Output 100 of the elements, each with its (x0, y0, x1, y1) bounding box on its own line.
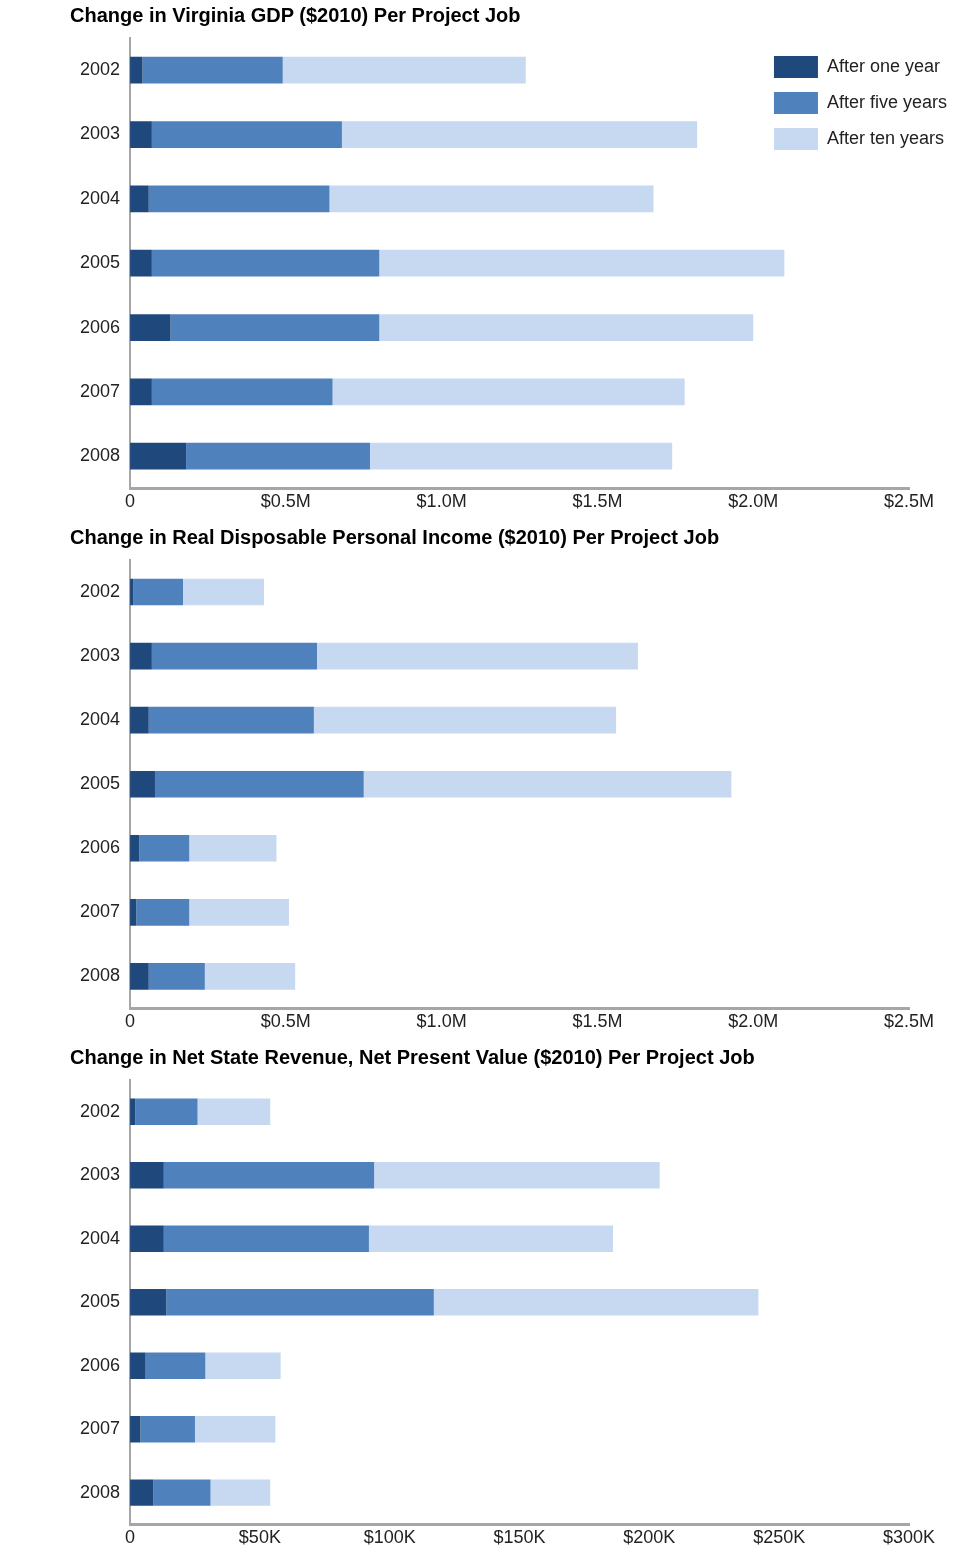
y-tick-label: 2002 (80, 581, 121, 601)
chart-title: Change in Virginia GDP ($2010) Per Project Job (70, 3, 521, 26)
legend-label: After ten years (826, 127, 945, 148)
bar (130, 706, 149, 734)
bar (316, 642, 638, 670)
bar (130, 770, 155, 798)
y-tick-label: 2003 (80, 1164, 121, 1185)
x-tick-label: $0.5M (260, 491, 311, 512)
bar (374, 1162, 660, 1189)
bar (130, 185, 149, 213)
y-tick-label: 2008 (80, 965, 121, 986)
y-tick-label: 2006 (80, 837, 121, 858)
bar (151, 378, 333, 406)
y-tick-label: 2007 (80, 901, 121, 922)
bar (210, 1479, 271, 1506)
y-tick-label: 2003 (80, 123, 121, 144)
bar (135, 1098, 198, 1125)
x-tick-label: $50K (238, 1527, 281, 1548)
x-tick-label: $150K (493, 1527, 546, 1548)
y-tick-label: 2005 (80, 1291, 121, 1312)
bar (163, 1225, 369, 1252)
bar (433, 1288, 759, 1316)
y-tick-label: 2005 (80, 773, 121, 794)
bar (130, 314, 171, 341)
bar (183, 578, 265, 606)
bar (197, 1098, 271, 1125)
y-tick-label: 2008 (80, 1481, 121, 1502)
y-tick-label: 2008 (80, 445, 121, 466)
x-tick-label: $2.0M (728, 1011, 779, 1032)
bar (130, 963, 149, 990)
bar (151, 642, 317, 670)
bar (189, 834, 277, 862)
bar (151, 249, 380, 277)
x-tick-label: 0 (125, 1011, 136, 1032)
bar (130, 442, 187, 470)
x-tick-label: $2.5M (883, 1011, 935, 1032)
bar (133, 578, 184, 606)
y-tick-label: 2002 (80, 59, 121, 80)
bar (368, 1225, 613, 1252)
y-tick-label: 2007 (80, 1418, 121, 1439)
bar (130, 1225, 164, 1252)
bar (189, 898, 289, 926)
bar (142, 56, 283, 84)
bar (148, 185, 330, 213)
bar (130, 1479, 154, 1506)
bar (145, 1352, 206, 1379)
bar (379, 249, 785, 277)
x-tick-label: $250K (753, 1527, 806, 1548)
x-tick-label: $100K (363, 1527, 416, 1548)
bar (170, 314, 380, 341)
y-tick-label: 2004 (80, 1227, 121, 1248)
bar (369, 442, 673, 470)
bar (148, 706, 314, 734)
chart-title: Change in Real Disposable Personal Income ($2010) Per Project Job (70, 525, 720, 548)
bar (136, 898, 190, 926)
bar (148, 963, 205, 990)
legend-label: After five years (826, 91, 948, 112)
y-tick-label: 2002 (80, 1100, 121, 1121)
x-tick-label: $2.5M (883, 491, 935, 512)
bar (153, 1479, 211, 1506)
bar (163, 1162, 375, 1189)
bar (139, 834, 190, 862)
x-tick-label: $200K (623, 1527, 676, 1548)
x-tick-label: $1.5M (572, 1011, 623, 1032)
chart-title: Change in Net State Revenue, Net Present Value ($2010) Per Project Job (70, 1045, 755, 1068)
bar (194, 1415, 276, 1443)
bar (130, 642, 152, 670)
x-tick-label: $1.5M (572, 491, 623, 512)
x-tick-label: $1.0M (416, 1011, 467, 1032)
bar (130, 249, 152, 277)
bar (154, 770, 364, 798)
y-tick-label: 2006 (80, 1354, 121, 1375)
bar (204, 963, 296, 990)
bar (130, 121, 152, 148)
x-tick-label: 0 (125, 1527, 136, 1548)
bar (130, 1162, 164, 1189)
x-tick-label: $300K (882, 1527, 936, 1548)
bar (313, 706, 617, 734)
x-tick-label: $2.0M (728, 491, 779, 512)
y-tick-label: 2006 (80, 316, 121, 337)
y-tick-label: 2007 (80, 380, 121, 401)
bar (166, 1288, 434, 1316)
x-tick-label: $1.0M (416, 491, 467, 512)
bar (130, 56, 143, 84)
bar (130, 1352, 146, 1379)
bar (282, 56, 526, 84)
y-tick-label: 2004 (80, 187, 121, 208)
y-tick-label: 2005 (80, 252, 121, 273)
x-tick-label: 0 (125, 491, 136, 512)
bar (341, 121, 698, 148)
y-tick-label: 2003 (80, 645, 121, 666)
bar (151, 121, 342, 148)
bar (332, 378, 685, 406)
bar (329, 185, 654, 213)
bar (363, 770, 732, 798)
bar (130, 1288, 167, 1316)
x-tick-label: $0.5M (260, 1011, 311, 1032)
y-tick-label: 2004 (80, 709, 121, 730)
bar (186, 442, 370, 470)
bar (205, 1352, 281, 1379)
